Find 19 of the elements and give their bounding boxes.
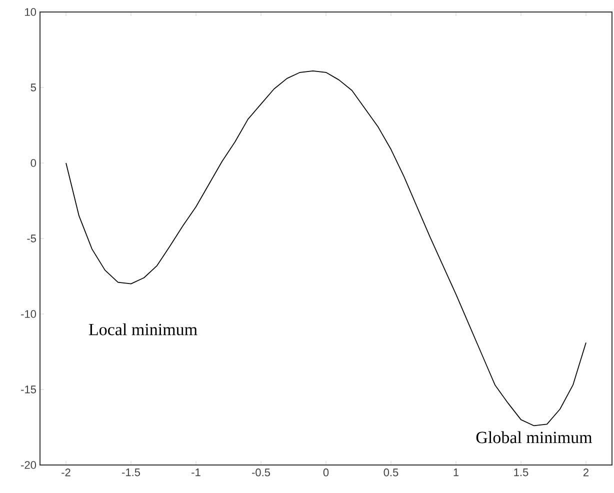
annotation: Local minimum xyxy=(88,323,198,336)
y-tick-label: 10 xyxy=(25,8,36,16)
x-tick-label: -0.5 xyxy=(252,468,270,476)
x-tick-label: 0.5 xyxy=(384,468,398,476)
annotation: Global minimum xyxy=(476,431,592,444)
x-tick-label: -1.5 xyxy=(122,468,140,476)
x-tick-label: -2 xyxy=(62,468,70,476)
y-tick-label: -5 xyxy=(27,234,36,242)
line-series xyxy=(66,70,586,426)
x-tick-label: -1 xyxy=(192,468,200,476)
y-tick-label: 0 xyxy=(30,159,36,167)
y-tick-label: -10 xyxy=(21,310,36,318)
y-tick-label: 5 xyxy=(30,84,36,92)
x-tick-label: 0 xyxy=(323,468,329,476)
x-tick-label: 2 xyxy=(583,468,588,476)
x-tick-label: 1.5 xyxy=(514,468,528,476)
x-tick-label: 1 xyxy=(454,468,459,476)
y-tick-label: -20 xyxy=(21,461,36,469)
y-tick-label: -15 xyxy=(21,386,36,394)
